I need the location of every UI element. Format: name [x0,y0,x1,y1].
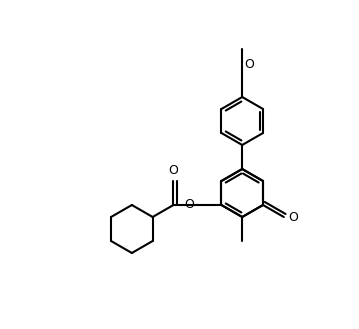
Text: O: O [185,198,195,212]
Text: O: O [244,58,254,71]
Text: O: O [288,211,298,223]
Text: O: O [168,164,178,177]
